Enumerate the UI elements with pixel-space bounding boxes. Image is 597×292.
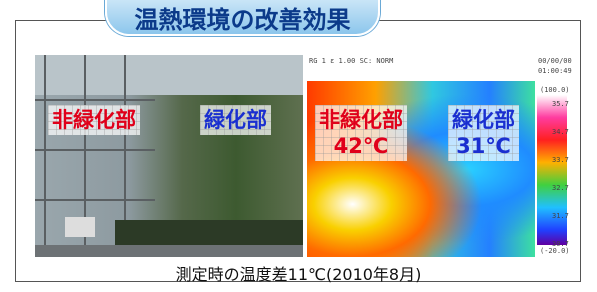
photo bbox=[35, 55, 303, 257]
photo-label: 緑化部 bbox=[200, 105, 271, 135]
scale-label: 33.7 bbox=[552, 156, 569, 164]
label-temp: 31℃ bbox=[452, 133, 515, 159]
photo-label: 非緑化部 bbox=[48, 105, 140, 135]
time: 01:00:49 bbox=[538, 67, 572, 75]
info: RG 1 ε 1.00 SC: NORM bbox=[309, 57, 393, 65]
scale-max: (100.0) bbox=[540, 86, 570, 94]
page: 温熱環境の改善効果 非緑化部 緑化部 RG 1 ε 1.00 SC: NORM … bbox=[0, 0, 597, 292]
sky bbox=[35, 55, 303, 95]
scale-label: 30.7 bbox=[552, 240, 569, 248]
scale-label: 35.7 bbox=[552, 100, 569, 108]
photo-scene bbox=[35, 55, 303, 257]
scale-label: 32.7 bbox=[552, 184, 569, 192]
label-temp: 42℃ bbox=[319, 133, 403, 159]
date: 00/00/00 bbox=[538, 57, 572, 65]
scale-min: (-20.0) bbox=[540, 247, 570, 255]
label-text: 非緑化部 bbox=[319, 107, 403, 133]
scale-label: 31.7 bbox=[552, 212, 569, 220]
title: 温熱環境の改善効果 bbox=[105, 0, 380, 36]
label-text: 緑化部 bbox=[452, 107, 515, 133]
unit bbox=[65, 217, 95, 237]
caption: 測定時の温度差11℃(2010年8月) bbox=[0, 261, 597, 285]
ground bbox=[35, 245, 303, 257]
scale-label: 34.7 bbox=[552, 128, 569, 136]
scale-bar bbox=[537, 95, 567, 245]
